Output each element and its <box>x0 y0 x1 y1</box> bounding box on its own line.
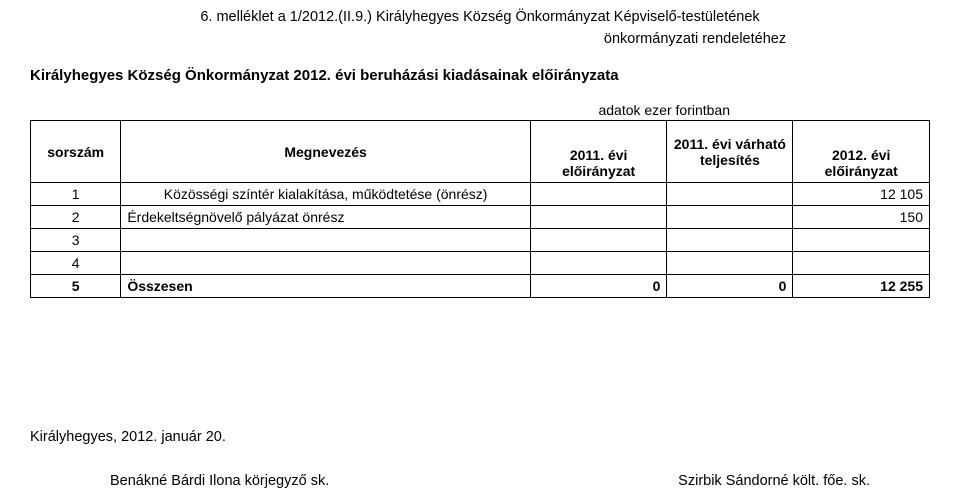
units-note: adatok ezer forintban <box>30 102 930 118</box>
attachment-line-1: 6. melléklet a 1/2012.(II.9.) Királyhegy… <box>30 8 930 28</box>
col-header-name: Megnevezés <box>121 121 531 183</box>
signature-left: Benákné Bárdi Ilona körjegyző sk. <box>110 473 329 489</box>
cell-v1 <box>530 252 667 275</box>
cell-v3 <box>793 252 930 275</box>
cell-name: Érdekeltségnövelő pályázat önrész <box>121 206 531 229</box>
sum-v2: 0 <box>667 275 793 298</box>
cell-v1 <box>530 183 667 206</box>
sum-v1: 0 <box>530 275 667 298</box>
signature-right: Szirbik Sándorné költ. főe. sk. <box>678 473 870 489</box>
table-row: 4 <box>31 252 930 275</box>
cell-v3: 150 <box>793 206 930 229</box>
cell-number: 3 <box>31 229 121 252</box>
cell-number: 4 <box>31 252 121 275</box>
cell-v2 <box>667 183 793 206</box>
cell-v3 <box>793 229 930 252</box>
cell-number: 1 <box>31 183 121 206</box>
cell-name <box>121 252 531 275</box>
sum-number: 5 <box>31 275 121 298</box>
cell-v2 <box>667 229 793 252</box>
cell-v1 <box>530 229 667 252</box>
table-row: 2 Érdekeltségnövelő pályázat önrész 150 <box>31 206 930 229</box>
cell-v2 <box>667 252 793 275</box>
budget-table: sorszám Megnevezés 2011. évi előirányzat… <box>30 120 930 298</box>
footer: Királyhegyes, 2012. január 20. Benákné B… <box>30 429 930 489</box>
table-sum-row: 5 Összesen 0 0 12 255 <box>31 275 930 298</box>
cell-name: Közösségi színtér kialakítása, működteté… <box>121 183 531 206</box>
attachment-line-2: önkormányzati rendeletéhez <box>30 30 930 50</box>
footer-signatures: Benákné Bárdi Ilona körjegyző sk. Szirbi… <box>30 473 930 489</box>
table-row: 3 <box>31 229 930 252</box>
col-header-2012-plan: 2012. évi előirányzat <box>793 121 930 183</box>
col-header-2011-expected: 2011. évi várható teljesítés <box>667 121 793 183</box>
table-header-row: sorszám Megnevezés 2011. évi előirányzat… <box>31 121 930 183</box>
cell-v3: 12 105 <box>793 183 930 206</box>
page-title: Királyhegyes Község Önkormányzat 2012. é… <box>30 67 930 84</box>
footer-date: Királyhegyes, 2012. január 20. <box>30 429 930 445</box>
cell-v2 <box>667 206 793 229</box>
sum-name: Összesen <box>121 275 531 298</box>
sum-v3: 12 255 <box>793 275 930 298</box>
cell-v1 <box>530 206 667 229</box>
col-header-2011-plan: 2011. évi előirányzat <box>530 121 667 183</box>
cell-name <box>121 229 531 252</box>
table-row: 1 Közösségi színtér kialakítása, működte… <box>31 183 930 206</box>
col-header-number: sorszám <box>31 121 121 183</box>
cell-number: 2 <box>31 206 121 229</box>
